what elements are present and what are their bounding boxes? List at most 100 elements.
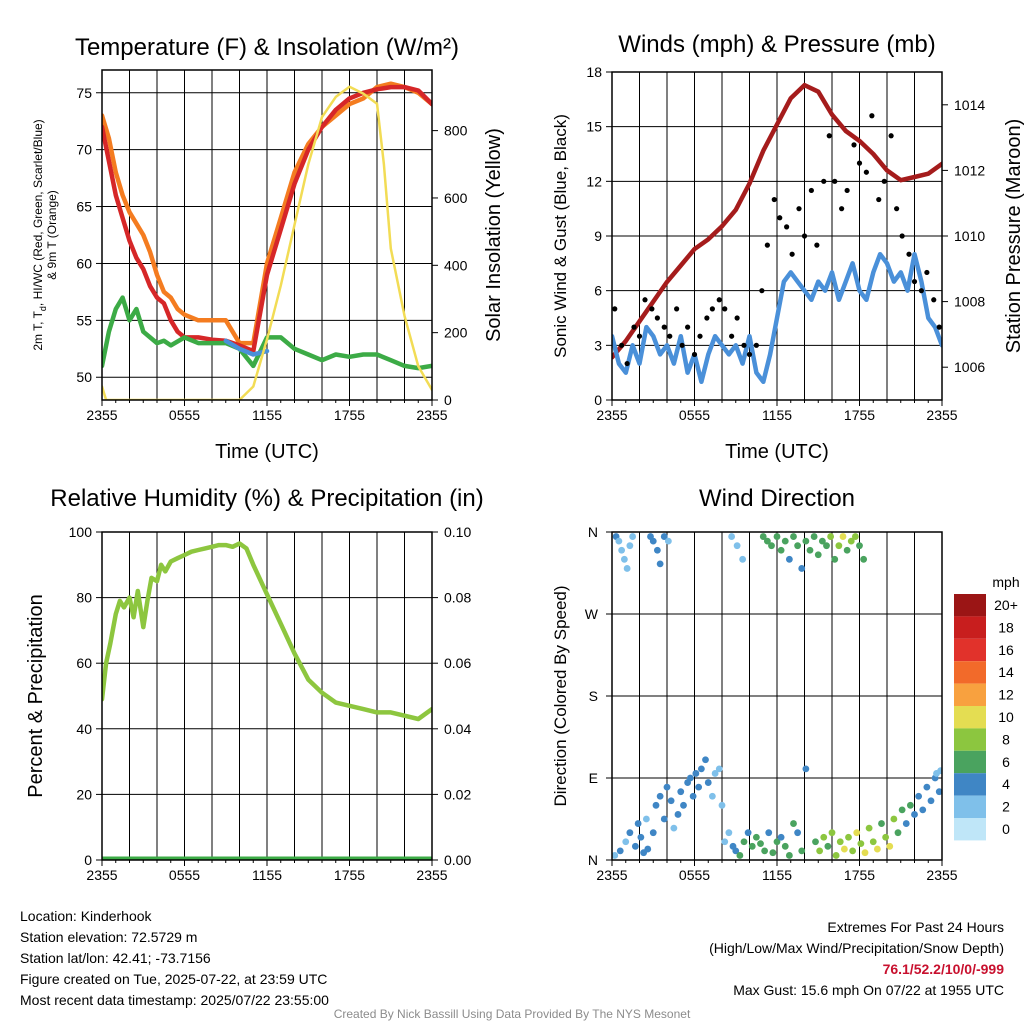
direction-point xyxy=(615,537,623,545)
direction-point xyxy=(781,537,789,545)
direction-point xyxy=(721,838,729,846)
direction-point xyxy=(853,829,861,837)
x-tick-label: 2355 xyxy=(926,867,957,883)
direction-point xyxy=(616,847,624,855)
gust-point xyxy=(869,113,875,119)
direction-point xyxy=(798,847,806,855)
direction-point xyxy=(744,829,752,837)
gust-point xyxy=(612,306,618,312)
y-axis-label-line: 2m T, Td, HI/WC (Red, Green, Scarlet/Blu… xyxy=(31,119,48,350)
colorbar-label: 2 xyxy=(1002,799,1010,815)
plot-area xyxy=(612,533,942,859)
series-line-0 xyxy=(102,541,432,722)
colorbar-swatch xyxy=(954,773,986,796)
gust-point xyxy=(888,133,894,139)
x-tick-label: 1755 xyxy=(334,867,365,883)
direction-point xyxy=(692,770,700,777)
gust-point xyxy=(801,233,808,239)
extremes-values: 76.1/52.2/10/0/-999 xyxy=(882,961,1004,977)
y2-tick-label: 1010 xyxy=(954,228,985,244)
gust-point xyxy=(764,242,770,248)
x-tick-label: 2355 xyxy=(86,407,117,423)
gust-point xyxy=(936,324,942,330)
x-tick-label: 2355 xyxy=(416,867,447,883)
y-tick-label: 50 xyxy=(76,369,92,385)
y-tick-label: 60 xyxy=(76,255,92,271)
colorbar-swatch xyxy=(954,683,986,706)
direction-point xyxy=(845,833,852,841)
direction-point xyxy=(732,847,740,855)
direction-point xyxy=(763,537,771,545)
gust-point xyxy=(697,333,703,339)
direction-point xyxy=(634,820,642,827)
direction-point xyxy=(740,838,748,846)
panel-title: Winds (mph) & Pressure (mb) xyxy=(618,31,935,58)
y2-tick-label: 1006 xyxy=(954,359,985,375)
y-tick-label: 70 xyxy=(76,142,92,158)
y-axis-label: 2m T, Td, HI/WC (Red, Green, Scarlet/Blu… xyxy=(31,119,59,350)
y-tick-label: 60 xyxy=(76,655,92,671)
gust-point xyxy=(654,315,660,321)
extremes-title: Extremes For Past 24 Hours xyxy=(827,919,1004,935)
direction-point xyxy=(785,852,793,859)
direction-point xyxy=(794,829,802,837)
direction-point xyxy=(906,801,914,809)
direction-point xyxy=(626,542,634,550)
direction-point xyxy=(886,842,894,850)
direction-point xyxy=(649,537,657,545)
y2-axis-label: Solar Insolation (Yellow) xyxy=(483,128,505,342)
direction-point xyxy=(781,842,789,850)
x-tick-label: 1155 xyxy=(252,407,282,423)
y-axis-label-part: 2m T, T xyxy=(31,310,45,350)
direction-point xyxy=(923,783,931,791)
gust-point xyxy=(649,306,655,312)
gust-point xyxy=(931,297,937,303)
y-axis-label-line: & 9m T (Orange) xyxy=(45,190,59,280)
y-tick-label: 55 xyxy=(76,312,92,328)
direction-point xyxy=(915,792,923,800)
direction-point xyxy=(664,537,672,545)
panel-humidity_precip: 2355 0555 1155 1755 23550204060801000.000.02… xyxy=(50,485,483,883)
direction-point xyxy=(790,533,797,540)
gust-point xyxy=(716,297,722,303)
gust-point xyxy=(832,178,838,184)
direction-point xyxy=(878,820,885,827)
direction-point xyxy=(814,551,822,559)
direction-point xyxy=(728,533,736,540)
gust-point xyxy=(821,178,827,184)
extremes-block: Extremes For Past 24 Hours (High/Low/Max… xyxy=(709,917,1004,1001)
direction-point xyxy=(773,533,781,540)
direction-point xyxy=(660,815,668,823)
direction-point xyxy=(623,565,631,572)
gust-point xyxy=(642,297,648,303)
direction-point xyxy=(674,811,682,818)
direction-point xyxy=(697,765,705,773)
gust-point xyxy=(777,215,783,221)
direction-point xyxy=(831,555,839,563)
y2-axis-label-text: Station Pressure (Maroon) xyxy=(1003,119,1024,354)
colorbar-swatch xyxy=(954,616,986,639)
panel-title: Wind Direction xyxy=(699,485,855,512)
colorbar-label: 16 xyxy=(998,642,1014,658)
direction-point xyxy=(680,801,687,809)
x-tick-label: 1155 xyxy=(252,867,282,883)
direction-point xyxy=(715,765,723,773)
x-tick-label: 1155 xyxy=(762,867,792,883)
x-tick-label: 2355 xyxy=(86,867,117,883)
direction-point xyxy=(828,829,836,837)
direction-point xyxy=(816,847,824,855)
gust-point xyxy=(844,187,850,194)
direction-point xyxy=(794,542,802,550)
direction-point xyxy=(702,756,709,764)
direction-point xyxy=(882,833,890,841)
recent-timestamp: Most recent data timestamp: 2025/07/22 2… xyxy=(20,992,329,1008)
direction-point xyxy=(927,797,935,805)
y2-tick-label: 0.02 xyxy=(444,786,471,802)
direction-point xyxy=(733,542,741,550)
direction-point xyxy=(704,779,712,786)
y2-axis-label: Station Pressure (Maroon) xyxy=(1003,119,1024,354)
direction-point xyxy=(736,852,744,859)
series-line-1 xyxy=(612,251,942,385)
direction-point xyxy=(785,555,793,563)
colorbar-label: 6 xyxy=(1002,754,1010,770)
